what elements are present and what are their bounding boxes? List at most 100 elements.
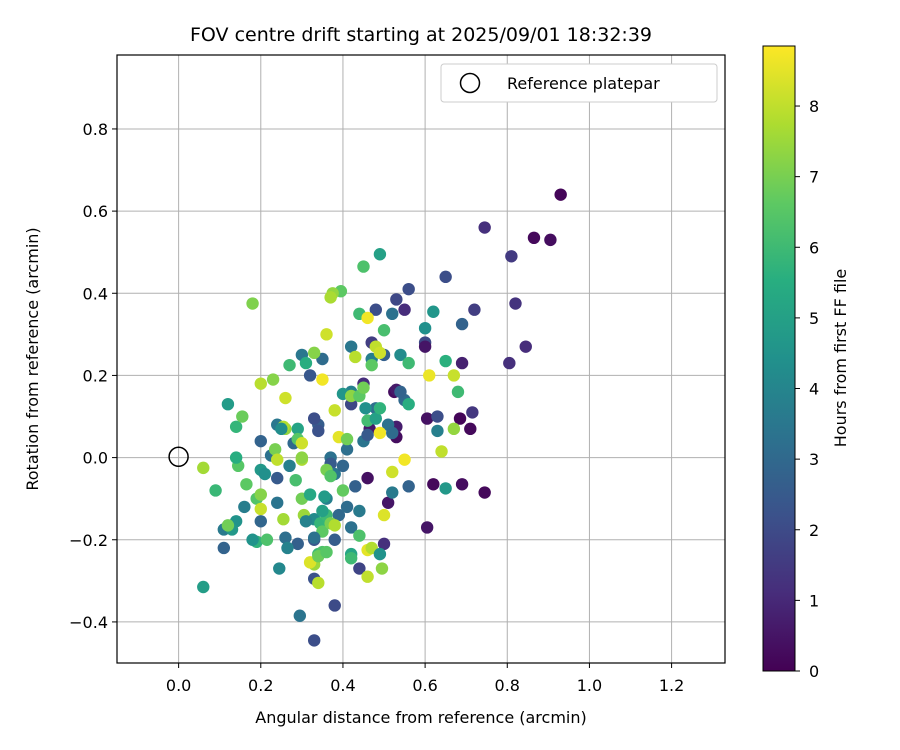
- scatter-point: [423, 369, 436, 382]
- scatter-point: [307, 412, 321, 425]
- x-tick-label: 0.4: [330, 676, 355, 695]
- scatter-point: [328, 533, 341, 546]
- x-tick-label: 0.2: [248, 676, 273, 695]
- scatter-point: [254, 515, 267, 528]
- scatter-point: [375, 562, 389, 575]
- scatter-point: [455, 478, 469, 491]
- scatter-point: [340, 500, 354, 514]
- scatter-point: [420, 521, 434, 534]
- scatter-point: [318, 490, 331, 503]
- scatter-point: [431, 410, 444, 423]
- scatter-point: [229, 451, 243, 464]
- scatter-point: [336, 459, 350, 473]
- scatter-point: [420, 412, 434, 425]
- scatter-point: [320, 545, 333, 559]
- scatter-point: [295, 437, 309, 450]
- y-axis-label: Rotation from reference (arcmin): [23, 227, 42, 490]
- scatter-point: [254, 434, 267, 448]
- scatter-point: [273, 562, 286, 575]
- colorbar-tick-label: 5: [809, 309, 819, 328]
- colorbar-tick-label: 3: [809, 450, 819, 469]
- scatter-point: [324, 291, 337, 304]
- scatter-point: [361, 570, 374, 583]
- scatter-point: [357, 260, 370, 273]
- y-tick-label: 0.4: [83, 284, 108, 303]
- scatter-point: [307, 346, 321, 360]
- scatter-point: [377, 324, 391, 337]
- y-tick-label: 0.6: [83, 202, 108, 221]
- scatter-point: [291, 422, 304, 436]
- legend-reference-marker: [459, 72, 481, 94]
- scatter-point: [236, 410, 249, 423]
- scatter-point: [303, 369, 317, 382]
- scatter-point: [447, 369, 461, 382]
- scatter-point: [340, 443, 354, 456]
- colorbar-tick-label: 6: [809, 238, 819, 257]
- scatter-point: [340, 432, 354, 446]
- scatter-point: [373, 426, 387, 440]
- scatter-point: [369, 412, 383, 425]
- scatter-point: [349, 350, 362, 364]
- scatter-point: [299, 356, 313, 370]
- x-axis: 0.0 0.2 0.4 0.6 0.8 1.0 1.2: [166, 663, 684, 695]
- scatter-point: [258, 467, 272, 481]
- scatter-point: [254, 488, 267, 501]
- scatter-point: [418, 321, 432, 335]
- colorbar-tick-label: 4: [809, 380, 819, 399]
- scatter-point: [307, 634, 321, 647]
- scatter-point: [402, 282, 415, 296]
- scatter-point: [478, 486, 491, 499]
- scatter-point: [357, 381, 370, 394]
- colorbar-ticks: 0 1 2 3 4 5 6 7 8: [795, 97, 819, 681]
- scatter-point: [291, 537, 304, 551]
- scatter-point: [519, 340, 532, 353]
- plot-frame: [116, 54, 726, 664]
- y-axis: −0.4 −0.2 0.0 0.2 0.4 0.6 0.8: [69, 120, 117, 632]
- scatter-point: [246, 297, 259, 310]
- scatter-point: [365, 358, 378, 372]
- scatter-point: [427, 478, 440, 491]
- scatter-point: [344, 552, 358, 565]
- scatter-point: [505, 250, 518, 263]
- scatter-point: [402, 397, 415, 411]
- scatter-point: [240, 478, 253, 491]
- legend: Reference platepar: [440, 63, 718, 103]
- scatter-point: [361, 428, 374, 442]
- scatter-point: [336, 484, 350, 497]
- scatter-point: [217, 541, 231, 555]
- scatter-point: [246, 533, 259, 546]
- scatter-point: [353, 504, 366, 518]
- scatter-point: [554, 188, 567, 201]
- scatter-point: [402, 356, 415, 370]
- scatter-point: [324, 469, 337, 483]
- scatter-point: [361, 311, 374, 325]
- scatter-point: [307, 531, 321, 544]
- scatter-point: [386, 486, 399, 499]
- reference-point-marker: [168, 446, 189, 468]
- x-tick-label: 0.0: [166, 676, 191, 695]
- scatter-point: [303, 488, 317, 501]
- colorbar-label: Hours from first FF file: [831, 269, 850, 448]
- scatter-point: [349, 480, 362, 493]
- scatter-point: [275, 422, 288, 436]
- scatter-point: [332, 508, 346, 522]
- scatter-point: [295, 451, 309, 464]
- scatter-point: [451, 385, 465, 399]
- scatter-point: [353, 562, 366, 575]
- scatter-point: [271, 453, 284, 466]
- scatter-point: [281, 541, 294, 555]
- scatter-point: [527, 231, 541, 245]
- scatter-point: [453, 412, 467, 425]
- scatter-point: [503, 356, 516, 370]
- scatter-point: [316, 504, 329, 518]
- scatter-point: [353, 529, 366, 542]
- scatter-point: [279, 391, 292, 405]
- scatter-point: [377, 508, 391, 522]
- scatter-point: [328, 599, 341, 612]
- scatter-point: [289, 473, 302, 487]
- scatter-point: [402, 480, 415, 493]
- scatter-point: [466, 406, 479, 419]
- scatter-point: [373, 547, 387, 561]
- scatter-point: [197, 580, 210, 594]
- colorbar-tick-label: 8: [809, 97, 819, 116]
